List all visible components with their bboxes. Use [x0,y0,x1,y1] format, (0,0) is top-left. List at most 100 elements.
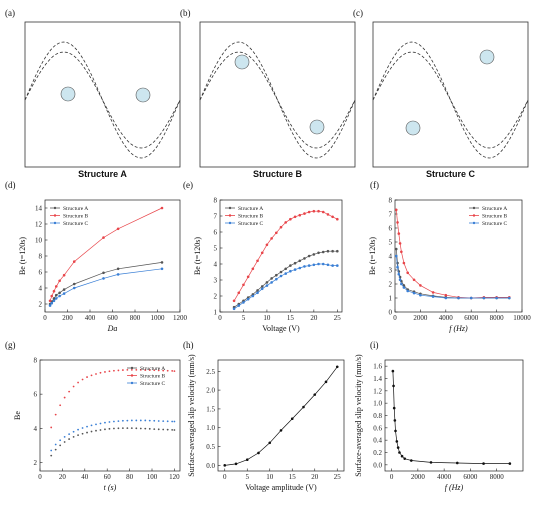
data-point [245,458,249,462]
x-axis-label: f (Hz) [445,483,464,492]
legend-label: Structure B [63,214,89,220]
y-axis-label: Be (t=120s) [193,237,202,275]
data-point [95,373,97,375]
data-point [242,301,245,304]
chart-panel-d: (d) 0 200 400 600 800 1000 1200 2 4 6 8 10 12 14 Da Be (… [5,180,188,333]
data-point [237,291,241,295]
panel-label: (c) [353,8,363,18]
data-point [394,208,398,212]
data-point [317,262,320,266]
data-point [72,286,76,290]
series-line [49,268,163,306]
x-tick-label: 0 [43,314,47,322]
data-point [63,435,66,438]
data-point [90,430,93,433]
data-point [398,451,401,454]
y-tick-label: 8 [39,253,43,261]
data-point [395,440,399,443]
y-tick-label: 2 [39,301,43,309]
data-point [397,232,401,235]
data-point [162,369,165,372]
x-tick-label: 15 [287,314,295,322]
x-tick-label: 0 [223,473,227,481]
data-point [126,427,129,430]
y-tick-label: 2 [214,293,218,301]
data-point [72,435,75,438]
x-axis-label: t (s) [104,483,117,492]
series-line [233,263,338,310]
data-point [59,444,62,447]
legend-marker [130,374,134,377]
series-structure-a [232,249,339,309]
series-structure-a [48,261,164,306]
data-point [398,278,402,282]
data-point [251,294,255,298]
structure-title: Structure B [253,169,303,179]
legend-label: Structure C [140,381,166,387]
data-point [469,296,473,300]
data-point [121,369,124,371]
x-tick-label: 1200 [173,314,188,322]
data-point [139,419,142,422]
data-point [275,273,278,277]
data-point [81,432,84,435]
y-axis-label: Be (t=120s) [368,237,377,275]
data-point [113,369,115,372]
data-point [113,420,115,423]
data-point [102,236,105,239]
x-tick-label: 8000 [490,314,505,322]
panel-label: (i) [370,340,379,350]
y-tick-label: 1.6 [373,363,382,371]
data-point [62,288,66,291]
data-point [293,215,297,219]
panel-label: (e) [183,180,193,190]
x-tick-label: 100 [147,473,158,481]
structure-panel-c: (c) Structure C [353,8,529,179]
legend-marker [228,221,232,225]
x-tick-label: 40 [81,473,89,481]
data-point [52,289,56,293]
data-point [279,274,283,278]
data-point [289,269,292,273]
data-point [455,461,459,465]
series-structure-b [48,206,164,303]
data-point [326,249,330,253]
x-tick-label: 5 [242,314,246,322]
data-point [275,231,278,235]
data-point [50,294,54,298]
data-point [116,227,120,231]
data-point [289,264,292,267]
data-point [307,264,311,267]
structure-title: Structure C [426,169,476,179]
series-line [395,248,510,299]
data-point [117,369,120,372]
data-point [171,428,174,431]
plot-frame [384,359,524,472]
data-point [48,299,52,303]
y-tick-label: 4 [34,425,38,433]
x-axis-label: Voltage amplitude (V) [245,483,317,492]
data-point [406,271,410,275]
structure-panels: (a) Structure A (b) Structure B (c) Structure… [5,8,529,179]
data-point [135,419,138,422]
data-point [419,293,422,297]
data-point [153,369,156,372]
structure-panel-a: (a) Structure A [5,8,181,179]
data-point [135,427,138,430]
y-tick-label: 2 [389,281,393,289]
data-point [117,427,120,430]
y-axis-label: Surface-averaged slip velocity (mm/s) [187,354,196,477]
structure-panel-b: (b) Structure B [180,8,356,179]
data-point [50,426,53,429]
data-point [444,293,448,297]
data-point [336,264,339,267]
legend-label: Structure C [63,221,89,227]
y-tick-label: 14 [35,205,43,213]
data-point [293,268,297,271]
data-point [298,213,302,217]
data-point [429,461,433,464]
data-point [139,427,142,430]
legend-marker [228,206,232,210]
